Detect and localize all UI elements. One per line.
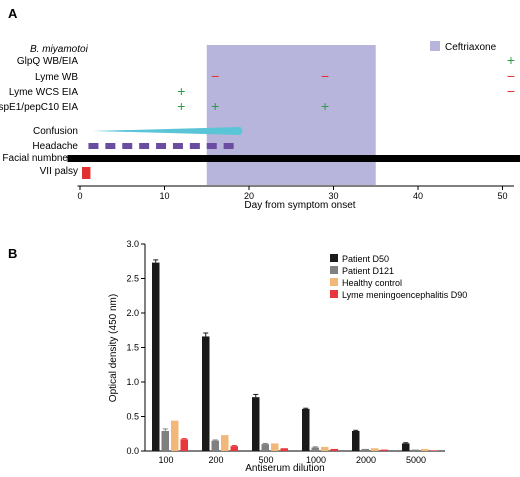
bar bbox=[361, 448, 369, 451]
positive-marker: + bbox=[177, 83, 185, 99]
headache-dash bbox=[122, 143, 133, 149]
legend-swatch bbox=[330, 290, 338, 298]
facial-numbness-bar bbox=[67, 155, 520, 162]
y-tick-label: 1.0 bbox=[126, 377, 139, 387]
headache-dash bbox=[88, 143, 99, 149]
bar bbox=[402, 443, 410, 451]
positive-marker: + bbox=[211, 98, 219, 114]
legend-swatch bbox=[330, 266, 338, 274]
bar bbox=[171, 420, 179, 451]
bar bbox=[221, 435, 229, 451]
panel-b-axes: 0.0 0.5 1.0 1.5 2.0 2.5 3.0 100 200 500 1000 2000 50… bbox=[126, 239, 445, 465]
panel-a-x-axis-label: Day from symptom onset bbox=[244, 200, 355, 211]
symptom-label: Facial numbness bbox=[2, 153, 78, 164]
serology-row-label: GlpQ WB/EIA bbox=[17, 56, 78, 67]
symptom-label: Headache bbox=[32, 141, 78, 152]
headache-dash bbox=[172, 143, 183, 149]
panel-b-legend: Patient D50 Patient D121 Healthy control Ly… bbox=[330, 254, 467, 300]
bar bbox=[380, 449, 388, 451]
y-tick-label: 0.0 bbox=[126, 446, 139, 456]
confusion-wedge bbox=[92, 127, 243, 135]
bar bbox=[330, 448, 338, 451]
x-tick-label: 10 bbox=[159, 191, 169, 201]
y-tick-label: 2.5 bbox=[126, 274, 139, 284]
headache-dash bbox=[223, 143, 234, 149]
bar bbox=[271, 443, 279, 451]
serology-row-label: Lyme WCS EIA bbox=[9, 87, 78, 98]
x-category-label: 500 bbox=[258, 455, 273, 465]
panel-b: B 0.0 0.5 1.0 1.5 2.0 2.5 3.0 100 200 500 1000 2000… bbox=[8, 239, 467, 474]
bar bbox=[280, 448, 288, 451]
panel-b-bars bbox=[152, 259, 438, 451]
y-tick-label: 2.0 bbox=[126, 308, 139, 318]
x-category-label: 1000 bbox=[306, 455, 326, 465]
ceftriaxone-shading bbox=[206, 45, 376, 185]
bar bbox=[161, 430, 169, 451]
bar bbox=[230, 446, 238, 451]
bar bbox=[311, 447, 319, 451]
x-category-label: 200 bbox=[208, 455, 223, 465]
legend-swatch bbox=[330, 254, 338, 262]
panel-b-x-axis-label: Antiserum dilution bbox=[245, 463, 324, 474]
ceftriaxone-legend-label: Ceftriaxone bbox=[445, 42, 497, 53]
positive-marker: + bbox=[177, 98, 185, 114]
ceftriaxone-legend-swatch bbox=[430, 41, 440, 51]
x-tick-label: 0 bbox=[77, 191, 82, 201]
bar bbox=[202, 336, 210, 451]
bar bbox=[180, 439, 188, 451]
y-tick-label: 0.5 bbox=[126, 412, 139, 422]
bar bbox=[371, 448, 379, 451]
negative-marker: − bbox=[211, 68, 219, 84]
b-miyamotoi-label: B. miyamotoi bbox=[30, 44, 89, 55]
x-category-label: 5000 bbox=[406, 455, 426, 465]
negative-marker: − bbox=[507, 83, 515, 99]
bar bbox=[411, 449, 419, 451]
legend-label: Patient D50 bbox=[342, 254, 389, 264]
x-tick-label: 20 bbox=[244, 191, 254, 201]
x-tick-label: 40 bbox=[413, 191, 423, 201]
negative-marker: − bbox=[321, 68, 329, 84]
serology-row-label: Lyme WB bbox=[35, 72, 78, 83]
headache-dash bbox=[139, 143, 150, 149]
bar bbox=[321, 446, 329, 451]
panel-a-label: A bbox=[8, 6, 18, 21]
panel-b-y-axis-label: Optical density (450 nm) bbox=[108, 294, 119, 402]
negative-marker: − bbox=[507, 68, 515, 84]
symptom-label: Confusion bbox=[33, 126, 78, 137]
serology-row-label: VspE1/pepC10 EIA bbox=[0, 102, 78, 113]
legend-label: Healthy control bbox=[342, 278, 402, 288]
panel-a: A Ceftriaxone B. miyamotoi GlpQ WB/EIA + L… bbox=[0, 6, 520, 211]
y-tick-label: 3.0 bbox=[126, 239, 139, 249]
bar bbox=[211, 440, 219, 451]
bar bbox=[421, 448, 429, 451]
headache-dash bbox=[189, 143, 200, 149]
bar bbox=[261, 444, 269, 451]
bar bbox=[252, 397, 260, 451]
legend-swatch bbox=[330, 278, 338, 286]
positive-marker: + bbox=[321, 98, 329, 114]
x-tick-label: 50 bbox=[497, 191, 507, 201]
bar bbox=[302, 408, 310, 451]
vii-palsy-block bbox=[82, 167, 91, 179]
x-tick-label: 30 bbox=[328, 191, 338, 201]
headache-dash bbox=[206, 143, 217, 149]
x-category-label: 100 bbox=[158, 455, 173, 465]
legend-label: Lyme meningoencephalitis D90 bbox=[342, 290, 467, 300]
legend-label: Patient D121 bbox=[342, 266, 394, 276]
serology-rows: GlpQ WB/EIA +Lyme WB − − −Lyme WCS EIA + −VspE… bbox=[0, 52, 515, 114]
panel-a-x-axis: 0 10 20 30 40 50 bbox=[77, 185, 514, 201]
x-category-label: 2000 bbox=[356, 455, 376, 465]
symptom-label: VII palsy bbox=[40, 166, 78, 177]
y-tick-label: 1.5 bbox=[126, 343, 139, 353]
bar bbox=[352, 430, 360, 451]
headache-dash bbox=[105, 143, 116, 149]
panel-b-label: B bbox=[8, 246, 17, 261]
bar bbox=[430, 450, 438, 451]
bar bbox=[152, 262, 160, 451]
positive-marker: + bbox=[507, 52, 515, 68]
headache-dash bbox=[156, 143, 167, 149]
